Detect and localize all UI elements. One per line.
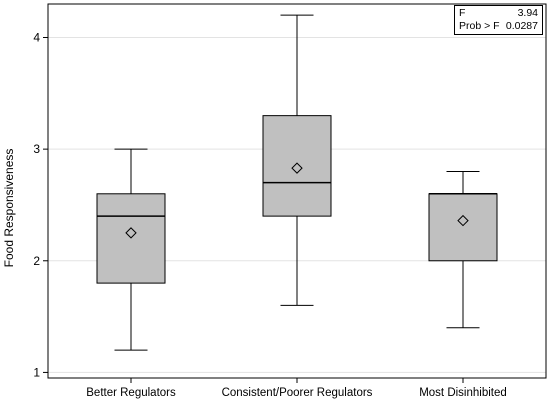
- x-tick-label-2: Most Disinhibited: [419, 387, 507, 399]
- statistics-box: F 3.94 Prob > F 0.0287: [454, 5, 543, 35]
- f-stat-row: F 3.94: [459, 7, 538, 20]
- x-tick-label-1: Consistent/Poorer Regulators: [222, 387, 373, 399]
- y-tick-label-3: 3: [33, 142, 40, 156]
- y-axis-label: Food Responsiveness: [2, 149, 16, 268]
- tick-labels: 1 2 3 4 Better Regulators Consistent/Poorer R…: [33, 30, 506, 399]
- prob-row: Prob > F 0.0287: [459, 20, 538, 33]
- iqr-box-2: [428, 193, 498, 262]
- mean-marker-0: [125, 227, 137, 239]
- y-tick-label-2: 2: [33, 254, 40, 268]
- box-2: [428, 170, 498, 329]
- mean-marker-2: [457, 214, 469, 227]
- iqr-box-1: [262, 115, 332, 217]
- y-tick-label-4: 4: [33, 30, 40, 44]
- prob-value: 0.0287: [505, 20, 538, 32]
- box-1: [262, 14, 332, 306]
- x-tick-label-0: Better Regulators: [86, 387, 176, 399]
- mean-marker-1: [291, 162, 303, 174]
- y-tick-label-1: 1: [33, 365, 40, 379]
- box-0: [96, 148, 166, 351]
- prob-label: Prob > F: [459, 20, 500, 32]
- boxes: [96, 14, 498, 351]
- axes: [43, 3, 547, 383]
- f-stat-value: 3.94: [517, 7, 538, 19]
- f-stat-label: F: [459, 7, 466, 19]
